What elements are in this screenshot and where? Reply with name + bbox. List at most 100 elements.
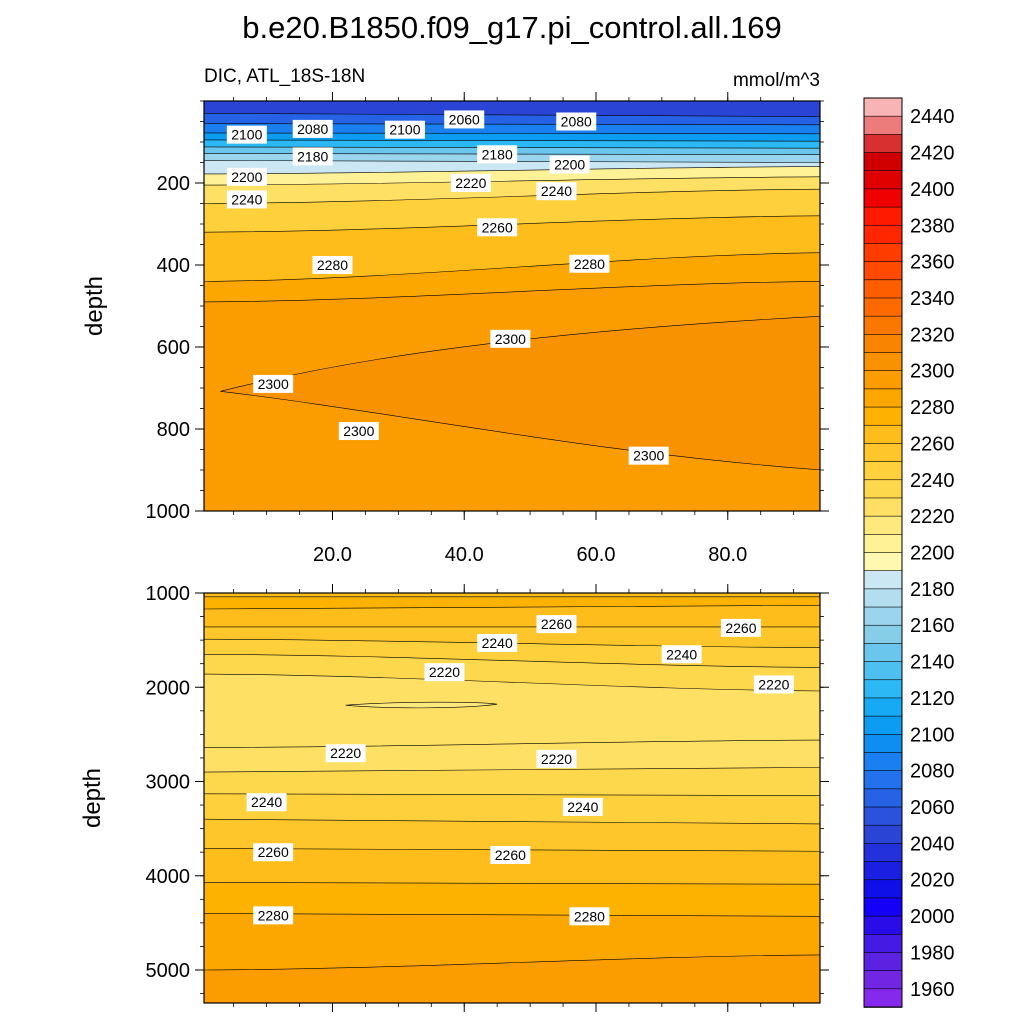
svg-text:2240: 2240 [666, 646, 697, 662]
colorbar-label: 2440 [910, 106, 955, 128]
svg-text:2300: 2300 [495, 331, 526, 347]
plot-title: b.e20.B1850.f09_g17.pi_control.all.169 [242, 10, 782, 45]
plot-frame [203, 592, 821, 1004]
contour-label: 2300 [628, 446, 669, 465]
svg-text:2260: 2260 [541, 616, 572, 632]
colorbar-swatch [863, 588, 903, 608]
svg-text:2280: 2280 [574, 908, 605, 924]
contour-label: 2240 [562, 797, 603, 816]
svg-text:2080: 2080 [297, 121, 328, 137]
contour-label: 2280 [253, 906, 294, 925]
colorbar-label: 2380 [910, 215, 955, 237]
colorbar-swatch [863, 297, 903, 317]
svg-text:2260: 2260 [258, 844, 289, 860]
isoline [204, 139, 820, 142]
svg-text:2200: 2200 [231, 169, 262, 185]
contour-label: 2080 [292, 119, 333, 138]
colorbar-label: 2220 [910, 506, 955, 528]
colorbar-swatch [863, 115, 903, 136]
svg-text:2260: 2260 [725, 620, 756, 636]
contour-label: 2240 [246, 793, 287, 812]
y-tick-label: 1000 [146, 501, 191, 523]
svg-text:2240: 2240 [231, 191, 262, 207]
svg-text:2080: 2080 [561, 114, 592, 130]
y-tick-label: 200 [157, 173, 190, 195]
contour-label: 2260 [720, 618, 761, 637]
colorbar-label: 2140 [910, 652, 955, 674]
contour-label: 2200 [226, 167, 267, 186]
colorbar-frame [863, 97, 903, 1008]
isoline [204, 123, 820, 126]
contour-label: 2080 [556, 112, 597, 131]
svg-text:2220: 2220 [541, 751, 572, 767]
colorbar-swatch [863, 752, 903, 772]
contour-label: 2200 [549, 155, 590, 174]
colorbar-swatch [863, 515, 903, 536]
isoline [204, 281, 820, 303]
isoline [204, 604, 820, 610]
colorbar-label: 2100 [910, 724, 955, 746]
x-tick-label: 60.0 [577, 544, 616, 566]
colorbar-swatch [863, 770, 903, 790]
colorbar-swatch [863, 334, 903, 354]
contour-label: 2240 [536, 182, 577, 201]
colorbar-label: 2180 [910, 579, 955, 601]
contour-label: 2220 [424, 663, 465, 682]
contour-label: 2280 [312, 256, 353, 274]
colorbar-label: 2280 [910, 397, 955, 419]
svg-text:2240: 2240 [567, 799, 598, 815]
contour-label: 2240 [226, 190, 267, 209]
isoline [204, 954, 820, 971]
colorbar-swatch [863, 552, 903, 572]
colorbar-swatch [863, 806, 903, 827]
isoline [204, 793, 820, 796]
colorbar-swatch [863, 224, 903, 245]
colorbar-swatch [863, 988, 903, 1008]
colorbar-label: 2300 [910, 361, 955, 383]
colorbar-swatch [863, 715, 903, 736]
svg-text:2100: 2100 [231, 127, 262, 143]
colorbar-swatch [863, 352, 903, 372]
upper-depth-axis-label: depth [81, 276, 108, 336]
contour-label: 2260 [536, 615, 577, 634]
colorbar-swatch [863, 570, 903, 590]
svg-text:2220: 2220 [429, 664, 460, 680]
upper-depth-panel: 2100 2080 2100 2060 2080 2180 2180 2200 2200 2220… [146, 92, 829, 566]
isoline [204, 739, 820, 748]
colorbar-label: 2420 [910, 143, 955, 165]
svg-text:2240: 2240 [251, 794, 282, 810]
contour-label: 2220 [536, 749, 577, 768]
isoline [204, 673, 820, 692]
svg-text:2220: 2220 [330, 745, 361, 761]
svg-text:2260: 2260 [482, 219, 513, 235]
isoline [204, 653, 820, 668]
colorbar-swatch [863, 788, 903, 808]
y-tick-label: 800 [157, 419, 190, 441]
colorbar-swatch [863, 424, 903, 445]
colorbar-swatch [863, 915, 903, 936]
svg-text:2060: 2060 [449, 111, 480, 127]
core-region [220, 316, 820, 471]
svg-text:2220: 2220 [455, 175, 486, 191]
y-tick-label: 400 [157, 255, 190, 277]
contour-label: 2100 [384, 120, 425, 139]
x-tick-label: 40.0 [445, 544, 484, 566]
colorbar-label: 2120 [910, 688, 955, 710]
svg-text:2280: 2280 [574, 256, 605, 272]
svg-text:2100: 2100 [389, 122, 420, 138]
y-tick-label: 4000 [146, 866, 191, 888]
colorbar-swatch [863, 406, 903, 427]
svg-text:2300: 2300 [633, 448, 664, 464]
colorbar-swatch [863, 461, 903, 481]
contour-label: 2100 [226, 125, 267, 144]
colorbar-swatch [863, 279, 903, 299]
contour-label: 2300 [490, 329, 531, 348]
y-tick-label: 600 [157, 337, 190, 359]
colorbar-swatch [863, 443, 903, 463]
colorbar-swatch [863, 152, 903, 172]
colorbar-label: 2040 [910, 833, 955, 855]
variable-region-label: DIC, ATL_18S-18N [204, 66, 365, 87]
colorbar-label: 2320 [910, 324, 955, 346]
contour-label: 2220 [753, 675, 794, 694]
